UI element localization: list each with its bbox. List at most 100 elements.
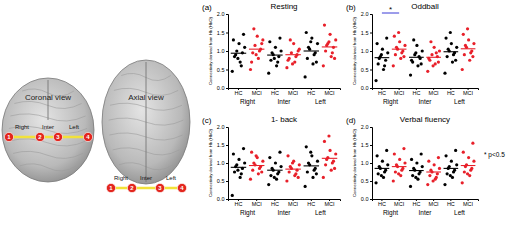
mean-line	[267, 170, 282, 171]
data-point	[292, 42, 295, 45]
x-tick: MCI	[252, 199, 263, 207]
data-point	[392, 64, 395, 67]
x-tick: HC	[412, 88, 420, 96]
data-point	[274, 46, 277, 49]
x-tick-label: MCI	[324, 90, 335, 96]
y-tick-label: 2.0	[361, 124, 369, 130]
y-tick: 1.5	[361, 30, 372, 36]
data-point	[327, 134, 330, 137]
data-point	[288, 170, 291, 173]
data-point	[323, 140, 326, 143]
data-point	[384, 59, 387, 62]
data-point	[243, 161, 246, 164]
data-point	[267, 183, 270, 186]
data-point	[467, 156, 470, 159]
y-tick-label: 1.0	[217, 48, 225, 54]
data-point	[386, 163, 389, 166]
y-tick-label: 0.5	[217, 178, 225, 184]
data-point	[437, 61, 440, 64]
data-point	[415, 44, 418, 47]
data-point	[278, 36, 281, 39]
panel-label: (d)	[346, 116, 356, 125]
data-point	[455, 163, 458, 166]
y-tick-mark	[370, 163, 372, 164]
data-point	[393, 152, 396, 155]
data-point	[463, 53, 466, 56]
data-point	[397, 31, 400, 34]
y-tick-mark	[226, 14, 228, 15]
y-tick-mark	[370, 181, 372, 182]
data-point	[433, 163, 436, 166]
data-point	[330, 169, 333, 172]
y-axis: 0.00.51.01.52.0	[361, 11, 373, 91]
y-tick-label: 0.5	[217, 67, 225, 73]
data-point	[255, 154, 258, 157]
y-tick-mark	[370, 88, 372, 89]
x-tick: MCI	[394, 88, 405, 96]
mean-line	[322, 46, 337, 47]
x-tick: MCI	[394, 199, 405, 207]
data-point	[447, 48, 450, 51]
x-tick-label: HC	[307, 201, 315, 207]
x-tick-label: MCI	[288, 201, 299, 207]
data-point	[268, 156, 271, 159]
y-tick: 0.0	[361, 85, 372, 91]
data-point	[237, 42, 240, 45]
mean-line	[409, 57, 424, 58]
data-point	[294, 172, 297, 175]
data-point	[395, 163, 398, 166]
data-point	[452, 53, 455, 56]
x-tick-label: MCI	[463, 90, 474, 96]
data-point	[377, 172, 380, 175]
mean-line	[285, 169, 300, 170]
y-tick-label: 0.0	[361, 196, 369, 202]
channel-label: 1	[7, 134, 11, 140]
data-point	[327, 40, 330, 43]
region-label: Left	[166, 175, 176, 181]
y-axis-line	[226, 15, 229, 89]
data-point	[276, 172, 279, 175]
y-tick-mark	[370, 51, 372, 52]
data-point	[374, 181, 377, 184]
panel: 0.00.51.01.52.0HCMCIHCMCIHCMCIRightInter…	[346, 115, 479, 217]
x-tick: MCI	[288, 199, 299, 207]
x-tick: MCI	[288, 88, 299, 96]
x-tick-label: MCI	[324, 201, 335, 207]
data-point	[313, 169, 316, 172]
x-tick-label: HC	[447, 90, 455, 96]
data-point	[444, 36, 447, 39]
data-point	[298, 163, 301, 166]
y-tick-mark	[226, 33, 228, 34]
y-tick-label: 1.5	[361, 142, 369, 148]
data-point	[410, 59, 413, 62]
data-point	[261, 38, 264, 41]
data-point	[253, 44, 256, 47]
group-label: Left	[315, 209, 326, 216]
data-point	[324, 163, 327, 166]
data-point	[260, 42, 263, 45]
data-point	[261, 160, 264, 163]
data-point	[394, 170, 397, 173]
data-point	[403, 161, 406, 164]
y-tick: 0.5	[361, 178, 372, 184]
data-point	[383, 170, 386, 173]
data-point	[430, 53, 433, 56]
mean-line	[392, 49, 407, 50]
data-point	[435, 176, 438, 179]
data-point	[289, 38, 292, 41]
data-point	[438, 49, 441, 52]
y-tick: 0.5	[217, 67, 228, 73]
panel: 0.00.51.01.52.0HCMCIHCMCIHCMCIRightInter…	[202, 115, 341, 217]
x-tick: HC	[271, 199, 279, 207]
y-axis-title: Connectivity derived from Hb (HbO)	[208, 128, 213, 197]
x-axis: HCMCIHCMCIHCMCI	[373, 88, 479, 96]
data-point	[431, 64, 434, 67]
data-point	[252, 161, 255, 164]
mean-line	[249, 49, 264, 50]
panel-label: (c)	[202, 116, 212, 125]
y-tick-mark	[226, 199, 228, 200]
data-point	[316, 160, 319, 163]
data-point	[449, 174, 452, 177]
channel-label: 2	[38, 134, 42, 140]
y-tick-label: 0.5	[361, 178, 369, 184]
